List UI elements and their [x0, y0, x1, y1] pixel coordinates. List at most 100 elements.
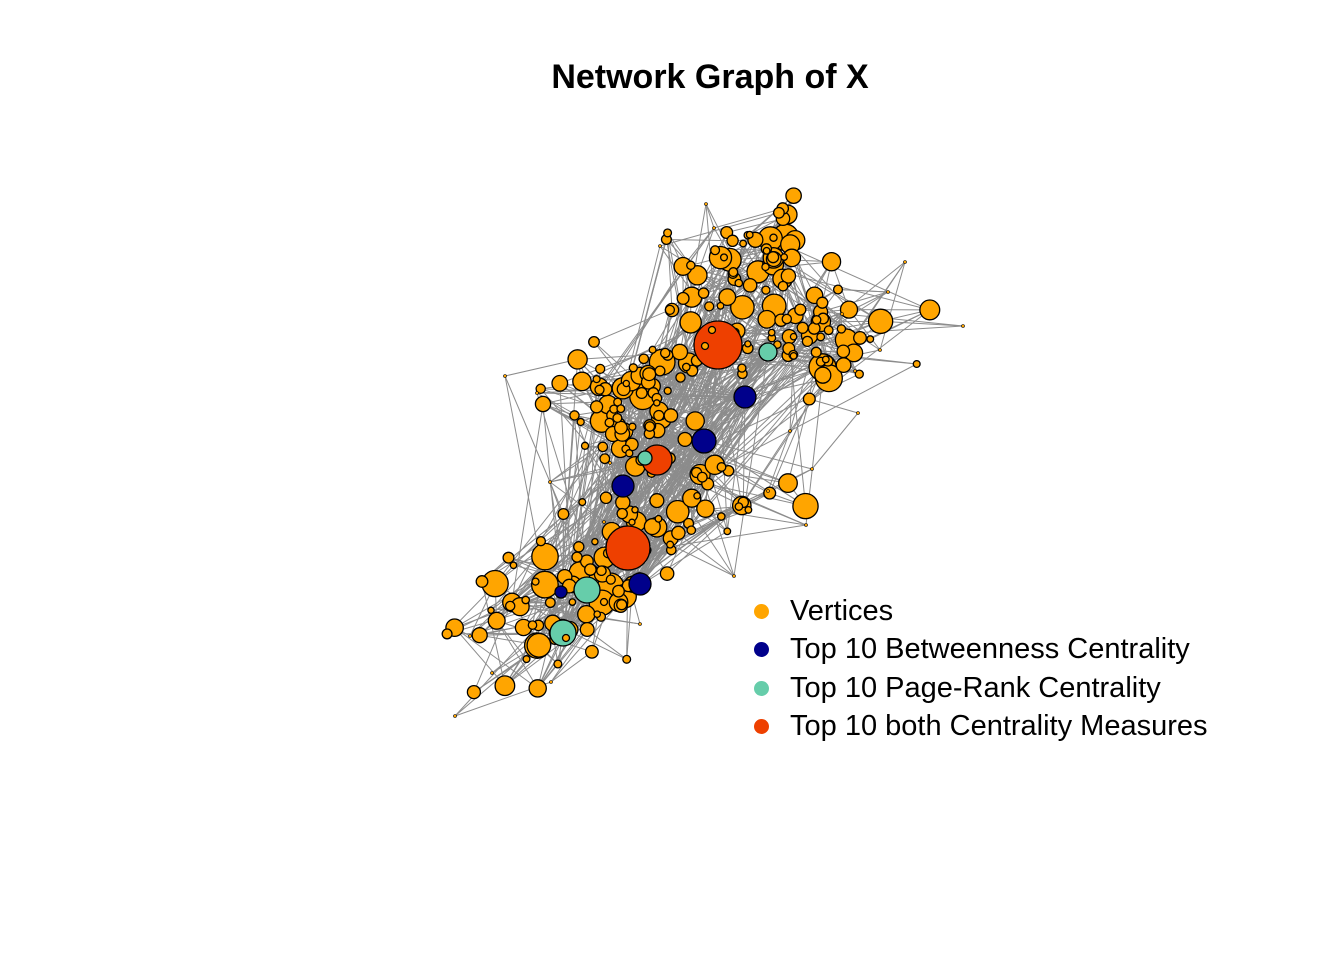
- vertex-node: [677, 431, 693, 447]
- edge: [644, 354, 789, 459]
- vertex-node: [528, 679, 547, 698]
- vertex-node: [605, 574, 616, 585]
- legend-marker-pagerank: [754, 680, 769, 696]
- vertex-node: [521, 595, 531, 605]
- edge: [721, 363, 917, 468]
- edge: [446, 426, 651, 635]
- vertex-node: [796, 321, 809, 334]
- vertex-node: [635, 386, 648, 400]
- edge: [596, 367, 634, 380]
- vertex-node: [509, 561, 518, 570]
- vertex-node: [853, 330, 867, 345]
- vertex-node: [551, 374, 569, 392]
- vertex-node: [527, 620, 538, 630]
- edge: [639, 296, 693, 377]
- edge: [879, 261, 906, 351]
- vertex-node: [567, 349, 588, 370]
- vertex-node: [854, 369, 864, 379]
- vertex-node: [604, 417, 615, 428]
- vertex-node: [761, 262, 770, 272]
- vertex-node: [595, 363, 606, 375]
- vertex-node: [584, 563, 597, 576]
- vertex-node: [681, 362, 691, 372]
- vertex-node: [613, 420, 628, 435]
- vertex-node: [490, 671, 494, 675]
- edge: [742, 430, 791, 503]
- vertex-node: [579, 621, 595, 638]
- vertex-node: [608, 461, 612, 465]
- vertex-node: [628, 363, 638, 373]
- vertex-node: [549, 680, 553, 684]
- vertex-node: [685, 411, 705, 431]
- vertex-node: [535, 383, 546, 395]
- vertex-node: [503, 374, 507, 378]
- vertex-node: [638, 353, 650, 365]
- vertex-node: [961, 324, 965, 328]
- vertex-node: [616, 507, 628, 520]
- vertex-node: [853, 369, 857, 373]
- vertex-node: [663, 228, 673, 238]
- vertex-node: [723, 527, 732, 536]
- edge: [550, 651, 593, 683]
- vertex-node: [742, 277, 758, 293]
- vertex-node: [577, 604, 596, 624]
- vertex-node: [526, 632, 552, 658]
- edge: [767, 430, 791, 492]
- vertex-node: [602, 520, 606, 524]
- vertex-node: [654, 514, 663, 523]
- vertex-node: [654, 365, 666, 377]
- vertex-node: [599, 491, 613, 505]
- vertex-node: [544, 597, 556, 609]
- edge: [504, 375, 551, 483]
- edge: [598, 227, 715, 388]
- vertex-node: [487, 611, 506, 630]
- vertex-node: [625, 449, 634, 458]
- vertex-node: [658, 244, 662, 248]
- vertex-node: [712, 226, 716, 230]
- legend-marker-both: [754, 719, 769, 735]
- vertex-node: [780, 268, 797, 284]
- vertex-node: [788, 429, 792, 433]
- node-top-betweenness: [733, 385, 757, 409]
- vertex-node: [599, 597, 609, 607]
- vertex-node: [653, 409, 665, 422]
- vertex-node: [628, 422, 637, 431]
- vertex-node: [718, 288, 737, 307]
- vertex-node: [792, 492, 819, 520]
- edge: [669, 544, 735, 577]
- node-top-betweenness: [611, 474, 635, 498]
- vertex-node: [622, 654, 632, 664]
- vertex-node: [716, 462, 727, 472]
- vertex-node: [886, 290, 890, 294]
- vertex-node: [912, 359, 921, 369]
- vertex-node: [578, 498, 587, 507]
- vertex-node: [631, 506, 639, 514]
- edge: [733, 351, 769, 577]
- edge: [667, 232, 673, 311]
- vertex-node: [666, 540, 675, 549]
- vertex-node: [719, 253, 729, 262]
- vertex-node: [821, 251, 842, 272]
- vertex-node: [664, 304, 676, 316]
- node-top-both: [605, 525, 651, 571]
- vertex-node: [710, 245, 721, 256]
- vertex-node: [502, 551, 515, 564]
- edge: [562, 445, 586, 634]
- vertex-node: [687, 265, 708, 286]
- vertex-node: [836, 344, 851, 359]
- vertex-node: [716, 301, 725, 310]
- legend-item-pagerank: Top 10 Page-Rank Centrality: [750, 669, 1208, 708]
- legend-marker-vertices: [754, 603, 769, 619]
- edge: [837, 289, 889, 293]
- vertex-node: [453, 714, 457, 718]
- legend-label-both: Top 10 both Centrality Measures: [790, 710, 1208, 743]
- vertex-node: [642, 367, 657, 382]
- node-top-pagerank: [573, 576, 601, 604]
- vertex-node: [597, 441, 609, 453]
- vertex-node: [487, 606, 495, 615]
- vertex-node: [659, 347, 671, 359]
- vertex-node: [592, 374, 601, 384]
- vertex-node: [686, 525, 697, 536]
- vertex-node: [804, 523, 808, 527]
